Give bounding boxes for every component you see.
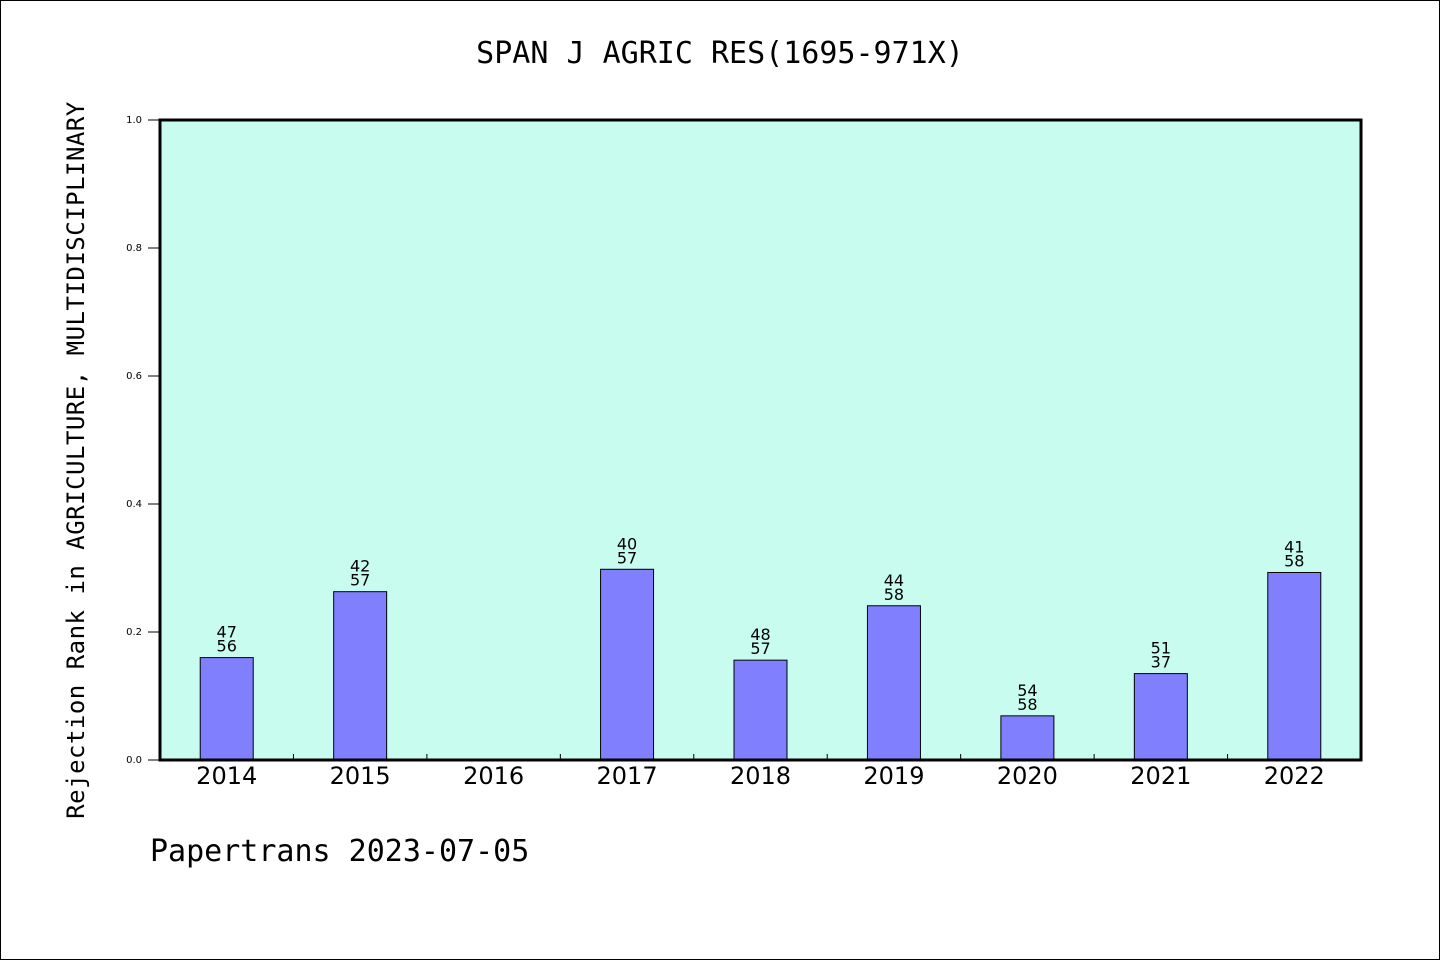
rank-label-top: 54	[1017, 681, 1037, 700]
y-tick-label: 1.0	[126, 115, 142, 126]
x-tick-label: 2015	[330, 762, 391, 790]
x-tick-label: 2018	[730, 762, 791, 790]
rank-label-top: 44	[884, 571, 904, 590]
rank-label-bottom: 57	[350, 571, 370, 590]
chart-title: SPAN J AGRIC RES(1695-971X)	[476, 36, 964, 71]
rank-label-top: 40	[617, 534, 637, 553]
bar-2017	[600, 568, 655, 761]
x-tick-label: 2020	[997, 762, 1058, 790]
rank-label-bottom: 57	[617, 548, 637, 567]
y-tick-label: 0.6	[126, 371, 142, 382]
bar-2019	[866, 605, 921, 761]
y-tick-label: 0.8	[126, 243, 142, 254]
rank-label-bottom: 56	[217, 637, 237, 656]
x-tick-label: 2021	[1130, 762, 1191, 790]
rank-label-top: 41	[1284, 537, 1304, 556]
x-tick-label: 2014	[196, 762, 257, 790]
rank-label-bottom: 37	[1151, 653, 1171, 672]
bar-2021	[1133, 673, 1188, 761]
plot-border	[158, 118, 1363, 762]
y-tick-label: 0.0	[126, 755, 142, 766]
x-tick-label: 2016	[463, 762, 524, 790]
rank-label-bottom: 58	[1284, 551, 1304, 570]
y-tick-label: 0.4	[126, 499, 142, 510]
rank-label-bottom: 57	[750, 639, 770, 658]
y-tick-label: 0.2	[126, 627, 142, 638]
x-tick-label: 2022	[1264, 762, 1325, 790]
rank-label-bottom: 58	[884, 585, 904, 604]
x-tick-label: 2017	[597, 762, 658, 790]
footer-credit: Papertrans 2023-07-05	[150, 834, 530, 869]
bar-2020	[1000, 715, 1055, 761]
bar-2014	[199, 657, 254, 761]
rank-label-top: 47	[217, 623, 237, 642]
rank-label-top: 51	[1151, 639, 1171, 658]
rank-label-top: 48	[750, 625, 770, 644]
rank-label-top: 42	[350, 557, 370, 576]
x-tick-label: 2019	[863, 762, 924, 790]
bar-2022	[1267, 571, 1322, 761]
bar-2015	[333, 591, 388, 761]
bar-2018	[733, 659, 788, 761]
rank-label-bottom: 58	[1017, 695, 1037, 714]
